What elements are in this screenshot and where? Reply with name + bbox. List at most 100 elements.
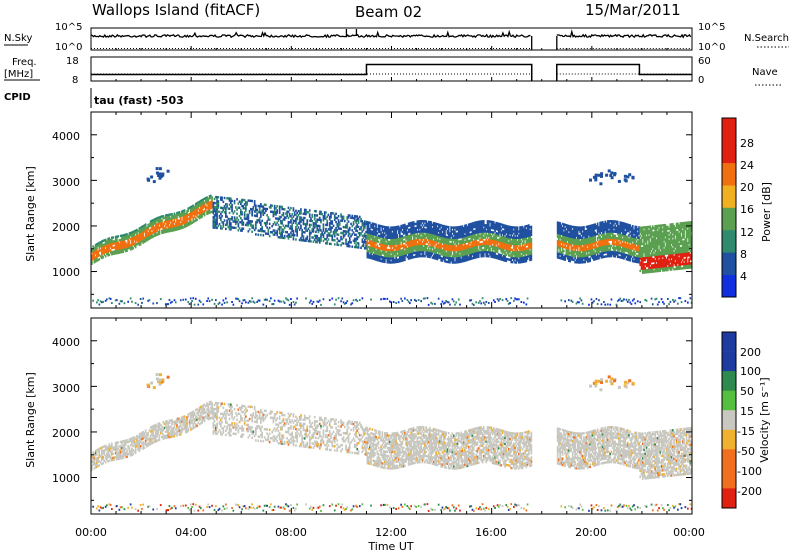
- power-cell-7202: [556, 235, 559, 239]
- power-cell-5922: [476, 235, 479, 238]
- power-cell-8101: [594, 243, 596, 247]
- power-cell-7575: [573, 244, 575, 247]
- power-cell-682: [147, 236, 149, 239]
- power-cell-276: [114, 250, 117, 253]
- power-cell-5888: [475, 239, 478, 243]
- power-near-540: [134, 302, 137, 305]
- power-cell-3546: [376, 248, 379, 251]
- power-cell-8627: [616, 231, 619, 234]
- power-cell-2843: [326, 221, 329, 225]
- power-cell-7490: [569, 241, 571, 244]
- power-cell-2829: [325, 211, 327, 214]
- power-cell-514: [133, 242, 136, 245]
- power-cell-5054: [441, 259, 444, 262]
- power-cell-6922: [520, 260, 523, 264]
- power-cell-8899: [628, 240, 630, 243]
- power-cell-4087: [400, 253, 402, 256]
- power-cell-2547: [302, 218, 305, 222]
- power-cell-6185: [487, 226, 490, 229]
- power-cell-6346: [495, 242, 498, 245]
- power-cell-1153: [186, 220, 188, 223]
- power-cell-4322: [410, 238, 412, 241]
- power-cell-4890: [434, 236, 436, 239]
- power-cell-8480: [610, 244, 613, 247]
- power-cell-1050: [177, 219, 180, 223]
- power-cell-5705: [467, 233, 470, 237]
- power-cell-9201: [640, 240, 643, 244]
- power-cell-2817: [325, 242, 327, 245]
- power-cell-4022: [396, 225, 399, 229]
- power-cell-1433: [208, 197, 211, 200]
- power-cell-1885: [245, 201, 247, 204]
- power-cell-8329: [604, 247, 607, 250]
- power-cell-7367: [564, 244, 566, 247]
- power-cell-5854: [474, 248, 476, 251]
- power-cell-8089: [594, 258, 596, 261]
- power-cell-8799: [624, 255, 627, 258]
- power-cell-3666: [382, 252, 385, 255]
- power-cell-6487: [501, 246, 504, 249]
- power-cell-3948: [394, 238, 396, 241]
- power-cell-5911: [476, 249, 479, 252]
- power-cell-2512: [300, 220, 302, 223]
- power-cell-5018: [439, 230, 441, 233]
- power-cell-369: [121, 238, 123, 241]
- power-cell-483: [131, 243, 133, 246]
- power-cell-802: [156, 217, 158, 220]
- power-cell-1585: [218, 210, 221, 213]
- power-cell-1702: [228, 203, 231, 206]
- power-near-3057: [345, 302, 347, 304]
- power-cell-6584: [505, 237, 508, 240]
- power-cell-3804: [387, 226, 390, 229]
- power-cell-2750: [318, 218, 321, 222]
- power-cell-505: [132, 236, 134, 240]
- power-cell-6383: [496, 232, 499, 235]
- power-cell-5719: [469, 253, 471, 257]
- power-cell-7846: [584, 254, 586, 257]
- power-cell-3956: [394, 230, 396, 233]
- power-cell-7636: [575, 244, 578, 248]
- power-cell-6851: [516, 236, 519, 240]
- power-cell-3634: [381, 260, 384, 263]
- power-cell-8486: [610, 232, 613, 235]
- power-cell-7170: [530, 240, 533, 243]
- power-near-7303: [560, 299, 563, 302]
- power-cell-6787: [514, 236, 516, 239]
- power-cell-4107: [401, 259, 404, 262]
- power-cell-5548: [461, 241, 464, 245]
- power-cell-3889: [391, 234, 394, 237]
- power-cell-5929: [476, 227, 479, 230]
- power-cell-5230: [447, 234, 450, 237]
- power-cell-3434: [371, 242, 374, 246]
- power-cell-434: [126, 237, 128, 240]
- power-cell-4617: [422, 246, 425, 250]
- power-cell-4464: [416, 251, 419, 254]
- power-cell-3185: [356, 237, 359, 241]
- power-cell-1042: [176, 211, 178, 215]
- power-cell-5424: [456, 244, 459, 248]
- power-cell-6534: [502, 226, 505, 229]
- power-cell-6122: [485, 234, 488, 237]
- power-cell-8046: [591, 230, 594, 233]
- power-cell-6274: [492, 256, 495, 259]
- power-cell-8213: [599, 232, 601, 235]
- power-cell-5525: [460, 229, 463, 233]
- power-cell-4121: [401, 243, 404, 246]
- power-cell-4089: [400, 251, 402, 254]
- power-cell-2815: [323, 211, 326, 214]
- power-cell-2545: [302, 220, 305, 224]
- power-cell-44: [94, 258, 97, 261]
- power-cell-2308: [282, 212, 285, 215]
- power-cell-7140: [529, 240, 531, 243]
- power-cell-5431: [456, 236, 459, 239]
- power-cell-5736: [469, 227, 471, 230]
- power-cell-224: [109, 251, 112, 254]
- power-cell-6280: [492, 247, 495, 251]
- power-cell-3591: [379, 253, 381, 256]
- power-cell-5033: [440, 246, 442, 250]
- power-cell-81: [97, 250, 99, 253]
- power-cell-3615: [380, 251, 382, 255]
- power-near-8138: [595, 298, 598, 300]
- power-cell-3762: [386, 240, 389, 243]
- power-cell-5596: [464, 253, 466, 256]
